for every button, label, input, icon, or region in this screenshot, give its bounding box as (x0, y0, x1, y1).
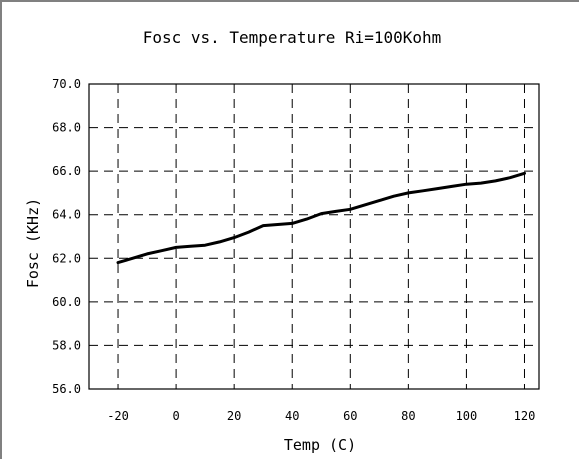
x-tick-label: 100 (456, 409, 478, 423)
x-axis-label: Temp (C) (284, 436, 356, 454)
x-tick-label: 40 (285, 409, 299, 423)
series-line (116, 171, 526, 265)
x-tick-label: 60 (343, 409, 357, 423)
x-tick-label: 120 (514, 409, 536, 423)
y-tick-label: 68.0 (52, 121, 81, 135)
y-tick-label: 66.0 (52, 164, 81, 178)
y-tick-label: 58.0 (52, 338, 81, 352)
plot-border (88, 83, 540, 390)
y-tick-label: 56.0 (52, 382, 81, 396)
x-tick-label: -20 (107, 409, 129, 423)
y-tick-label: 60.0 (52, 295, 81, 309)
y-axis-label: Fosc (KHz) (24, 198, 42, 288)
x-tick-label: 20 (227, 409, 241, 423)
grid-layer (89, 84, 539, 389)
series-layer (116, 171, 526, 265)
chart-title: Fosc vs. Temperature Ri=100Kohm (143, 28, 442, 47)
y-tick-label: 62.0 (52, 251, 81, 265)
y-tick-label: 70.0 (52, 77, 81, 91)
tick-labels: -20 0 20 40 60 80 100 120 56.0 58.0 60.0 62.0 64.0 66… (52, 77, 535, 423)
x-tick-label: 80 (401, 409, 415, 423)
y-tick-label: 64.0 (52, 208, 81, 222)
x-tick-label: 0 (172, 409, 179, 423)
